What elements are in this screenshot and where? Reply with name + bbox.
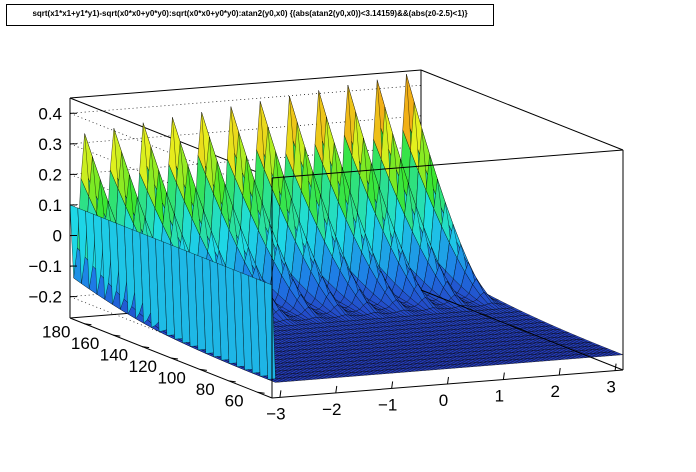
- y-tick: [257, 391, 265, 394]
- x-tick: [502, 372, 505, 380]
- y-tick: [84, 323, 92, 326]
- z-tick-label: 0.4: [38, 104, 62, 123]
- x-tick-label: 2: [550, 382, 559, 401]
- box-edge: [420, 289, 624, 371]
- y-tick: [142, 346, 150, 349]
- y-tick: [199, 368, 207, 371]
- y-tick: [113, 334, 121, 337]
- surface-mesh: [69, 74, 624, 383]
- z-tick-label: 0.2: [38, 165, 62, 184]
- box-edge: [271, 149, 624, 179]
- x-tick: [558, 368, 561, 376]
- box-edge: [420, 69, 624, 151]
- x-tick-label: 0: [439, 391, 448, 410]
- x-tick-label: 3: [606, 378, 615, 397]
- z-tick-label: −0.1: [28, 257, 62, 276]
- chart-title-box: sqrt(x1*x1+y1*y1)-sqrt(x0*x0+y0*y0):sqrt…: [6, 4, 494, 26]
- x-tick-label: −2: [322, 400, 341, 419]
- x-tick: [391, 381, 394, 389]
- x-tick: [447, 376, 449, 385]
- x-tick: [614, 363, 617, 371]
- z-tick-label: 0.1: [38, 196, 62, 215]
- x-tick: [335, 385, 338, 393]
- y-tick-label: 60: [225, 391, 244, 410]
- y-tick-label: 160: [71, 334, 99, 353]
- z-tick-label: 0: [53, 227, 62, 246]
- y-tick-label: 100: [157, 368, 185, 387]
- x-tick-label: 1: [495, 387, 504, 406]
- y-tick-label: 80: [196, 380, 215, 399]
- x-tick: [279, 390, 282, 398]
- z-tick-label: 0.3: [38, 135, 62, 154]
- y-tick-label: 140: [100, 346, 128, 365]
- y-tick: [170, 357, 179, 360]
- box-edge: [69, 69, 422, 99]
- x-tick-label: −1: [378, 395, 397, 414]
- surface-cell: [611, 351, 624, 356]
- z-tick-label: −0.2: [28, 288, 62, 307]
- y-tick: [228, 380, 236, 383]
- y-tick-label: 180: [42, 323, 70, 342]
- chart-title: sqrt(x1*x1+y1*y1)-sqrt(x0*x0+y0*y0):sqrt…: [32, 9, 468, 18]
- x-tick-label: −3: [266, 404, 285, 423]
- y-tick-label: 120: [129, 357, 157, 376]
